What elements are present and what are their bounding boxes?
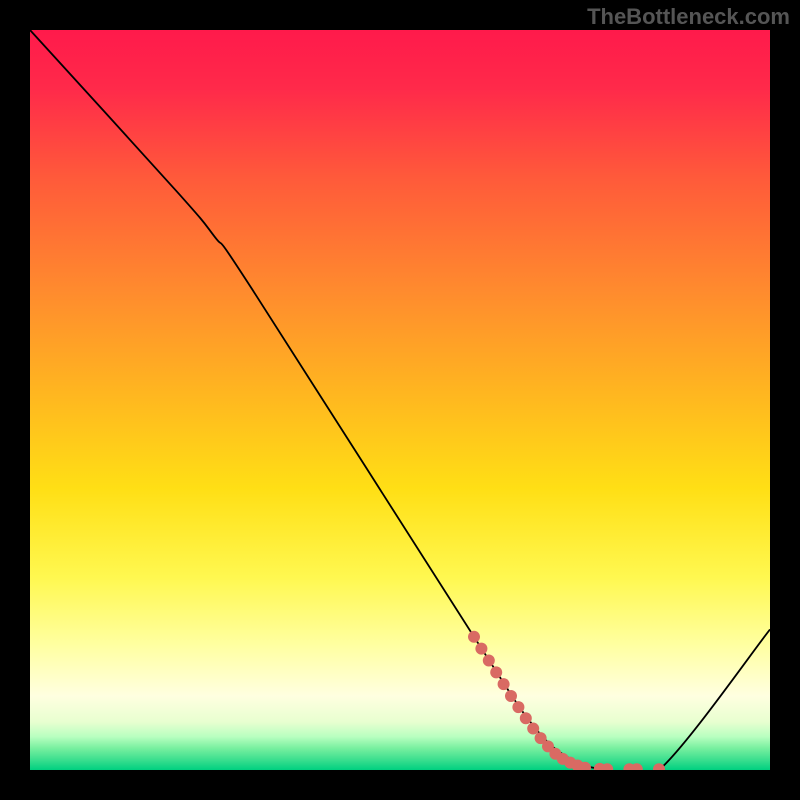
scatter-point <box>498 678 510 690</box>
scatter-point <box>475 643 487 655</box>
scatter-point <box>468 631 480 643</box>
scatter-point <box>483 654 495 666</box>
chart-container: TheBottleneck.com <box>0 0 800 800</box>
scatter-point <box>505 690 517 702</box>
plot-area <box>30 30 770 770</box>
scatter-point <box>512 701 524 713</box>
scatter-point <box>490 666 502 678</box>
plot-svg <box>30 30 770 770</box>
scatter-point <box>527 723 539 735</box>
scatter-point <box>520 712 532 724</box>
watermark-text: TheBottleneck.com <box>587 4 790 30</box>
gradient-background <box>30 30 770 770</box>
